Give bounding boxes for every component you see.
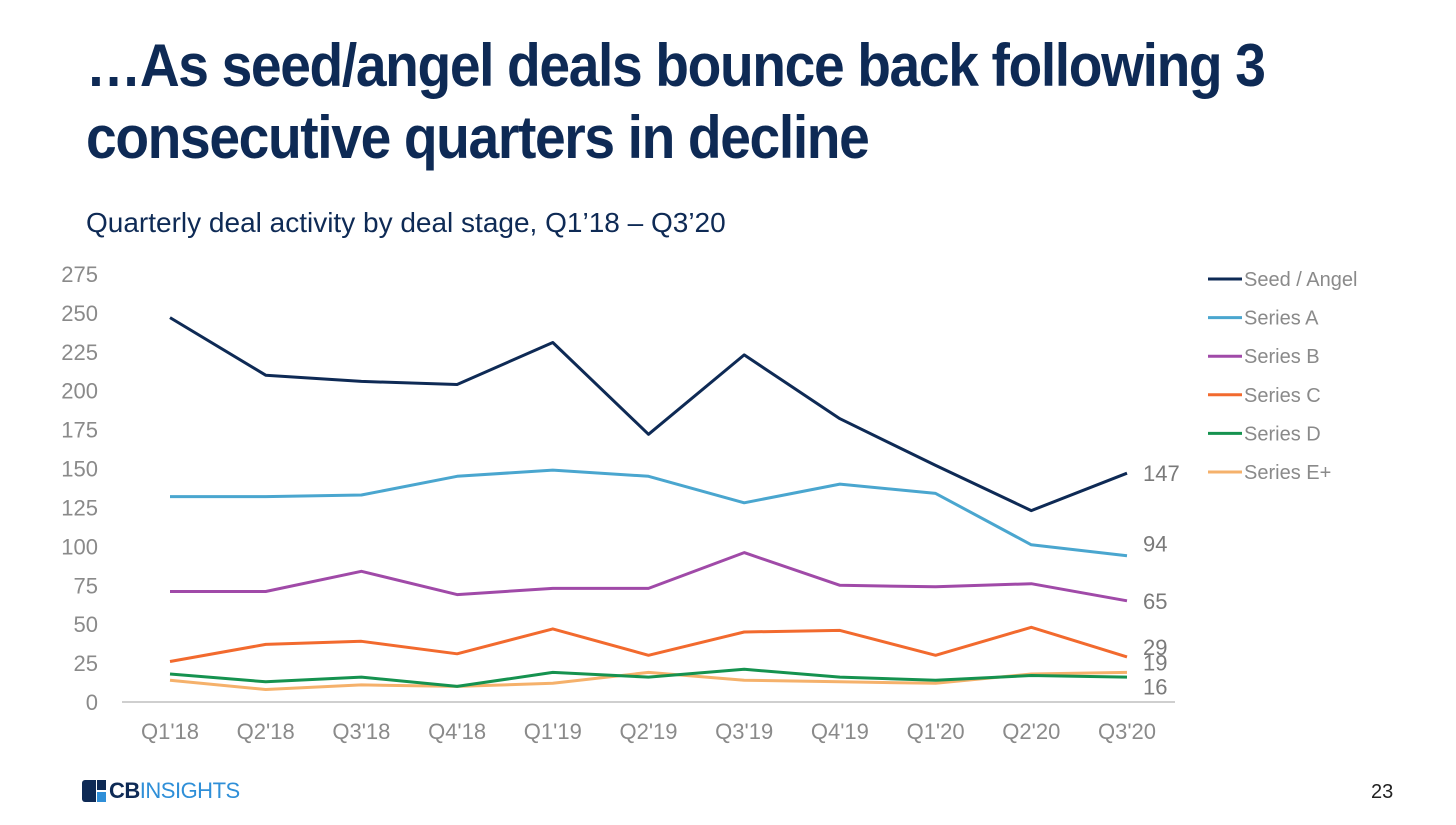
x-tick-label: Q4'19 (811, 719, 869, 744)
legend-label: Series D (1244, 423, 1321, 445)
x-tick-label: Q1'20 (907, 719, 965, 744)
y-tick-label: 100 (61, 534, 98, 559)
logo-text: CBINSIGHTS (109, 778, 240, 804)
series-lines (169, 316, 1128, 691)
y-tick-label: 50 (74, 612, 98, 637)
legend-label: Seed / Angel (1244, 269, 1357, 291)
y-tick-label: 125 (61, 495, 98, 520)
y-tick-label: 25 (74, 651, 98, 676)
x-tick-label: Q3'19 (715, 719, 773, 744)
x-tick-label: Q2'20 (1002, 719, 1060, 744)
x-tick-label: Q2'19 (619, 719, 677, 744)
y-tick-label: 0 (86, 690, 98, 715)
x-tick-label: Q1'19 (524, 719, 582, 744)
series-line-series-c (169, 625, 1128, 663)
page-number: 23 (1371, 781, 1394, 803)
legend-label: Series A (1244, 308, 1319, 330)
y-tick-label: 150 (61, 457, 98, 482)
cb-insights-logo-mark-icon (82, 780, 106, 802)
x-tick-label: Q2'18 (237, 719, 295, 744)
chart-subtitle: Quarterly deal activity by deal stage, Q… (86, 207, 726, 238)
logo-text-cb: CB (109, 778, 140, 803)
y-tick-label: 75 (74, 573, 98, 598)
series-line-seed-angel (169, 316, 1128, 513)
y-tick-label: 250 (61, 301, 98, 326)
end-label: 147 (1143, 461, 1180, 486)
series-line-series-d (169, 667, 1128, 688)
y-tick-label: 225 (61, 340, 98, 365)
legend: Seed / Angel Series A Series B Series C Seri… (1208, 269, 1357, 484)
series-line-series-e- (169, 670, 1128, 691)
series-line-series-b (170, 551, 1128, 603)
x-axis-ticks: Q1'18 Q2'18 Q3'18 Q4'18 Q1'19 Q2'19 Q3'19 Q4'19… (141, 719, 1156, 744)
logo-text-insights: INSIGHTS (139, 778, 240, 803)
end-label: 19 (1143, 650, 1167, 675)
end-label: 94 (1143, 532, 1167, 557)
legend-label: Series B (1244, 346, 1320, 368)
end-label: 16 (1143, 674, 1167, 699)
y-tick-label: 175 (61, 418, 98, 443)
y-tick-label: 275 (61, 262, 98, 287)
series-line-series-a (170, 468, 1128, 558)
cb-insights-logo: CBINSIGHTS (82, 778, 240, 804)
page-title: …As seed/angel deals bounce back followi… (86, 32, 1266, 171)
x-tick-label: Q3'20 (1098, 719, 1156, 744)
y-tick-label: 200 (61, 379, 98, 404)
y-axis-ticks: 0 25 50 75 100 125 150 175 200 225 250 275 (61, 262, 98, 715)
legend-label: Series C (1244, 385, 1321, 407)
end-label: 65 (1143, 589, 1167, 614)
x-tick-label: Q3'18 (332, 719, 390, 744)
end-label: 29 (1143, 635, 1167, 660)
legend-label: Series E+ (1244, 462, 1331, 484)
x-tick-label: Q4'18 (428, 719, 486, 744)
x-tick-label: Q1'18 (141, 719, 199, 744)
